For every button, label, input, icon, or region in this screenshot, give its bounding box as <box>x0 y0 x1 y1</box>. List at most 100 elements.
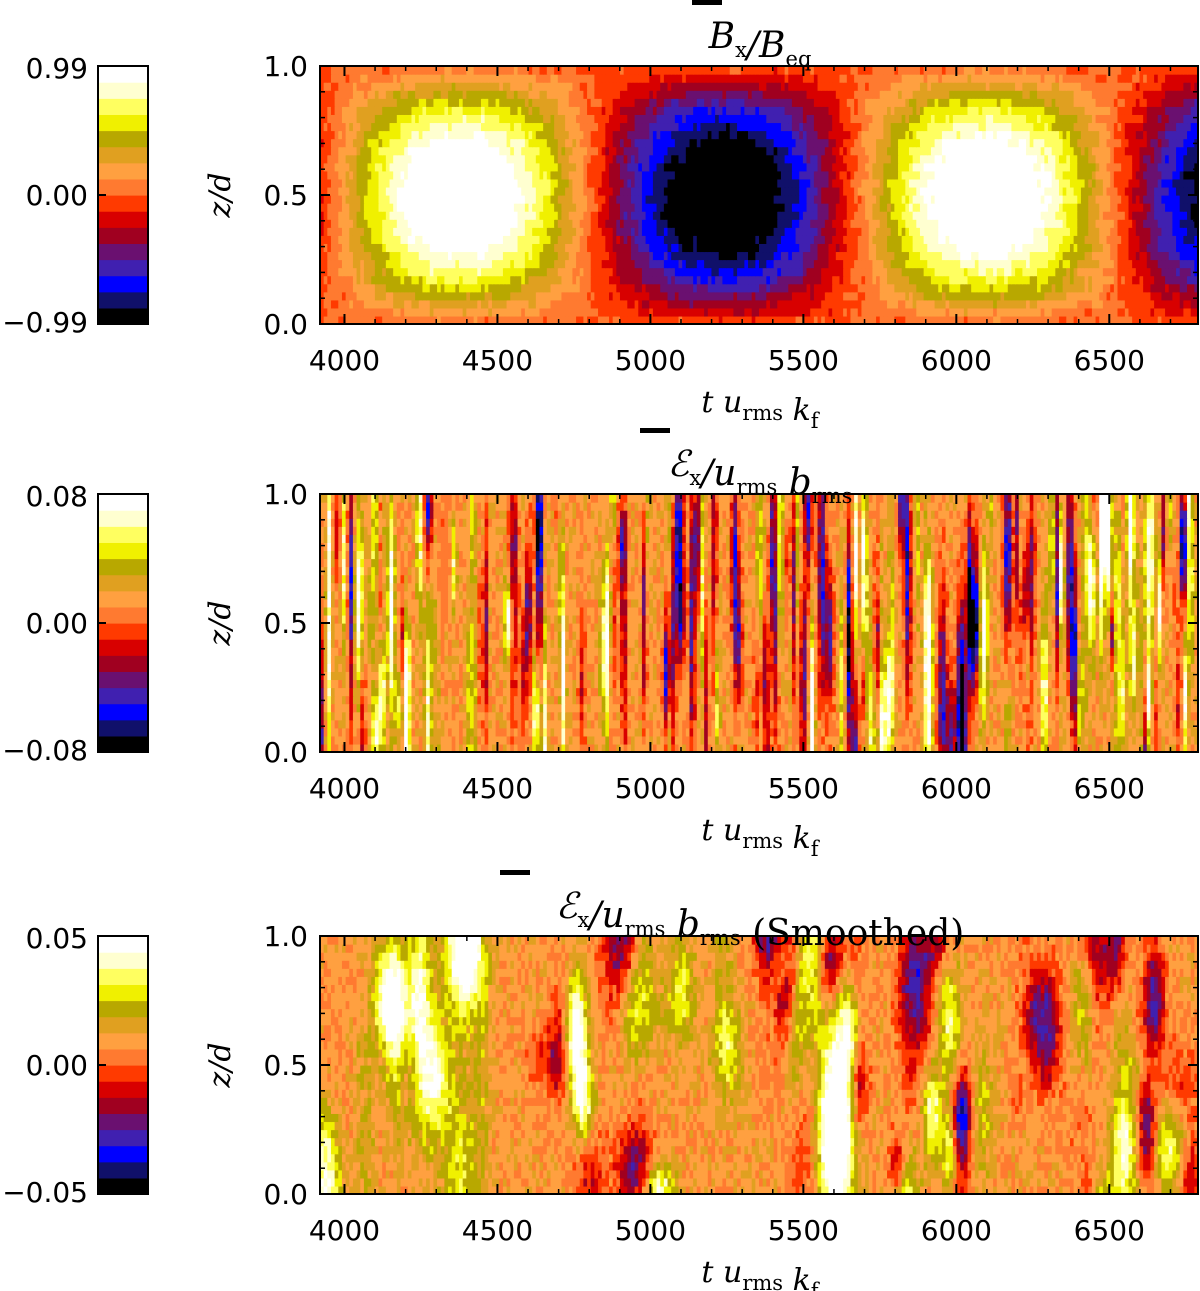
heatmap-cell <box>616 187 620 196</box>
heatmap-cell <box>711 268 715 277</box>
heatmap-cell <box>872 211 876 220</box>
heatmap-cell <box>982 300 986 309</box>
heatmap-cell <box>1044 251 1048 260</box>
heatmap-cell <box>1147 187 1151 196</box>
heatmap-cell <box>1128 300 1132 309</box>
heatmap-cell <box>1128 163 1132 172</box>
heatmap-cell <box>536 284 540 293</box>
heatmap-cell <box>989 292 993 301</box>
heatmap-cell <box>847 171 851 180</box>
heatmap-cell <box>1150 163 1154 172</box>
heatmap-cell <box>744 268 748 277</box>
heatmap-cell <box>422 219 426 228</box>
heatmap-cell <box>1030 179 1034 188</box>
heatmap-cell <box>715 179 719 188</box>
heatmap-cell <box>781 171 785 180</box>
heatmap-cell <box>624 260 628 269</box>
heatmap-cell <box>1099 203 1103 212</box>
heatmap-cell <box>1161 243 1165 252</box>
heatmap-cell <box>913 179 917 188</box>
heatmap-cell <box>770 308 774 317</box>
heatmap-cell <box>796 203 800 212</box>
heatmap-cell <box>364 187 368 196</box>
heatmap-cell <box>558 276 562 285</box>
heatmap-cell <box>353 268 357 277</box>
heatmap-cell <box>993 195 997 204</box>
heatmap-cell <box>400 284 404 293</box>
heatmap-cell <box>781 251 785 260</box>
heatmap-cell <box>455 251 459 260</box>
heatmap-cell <box>1092 284 1096 293</box>
heatmap-cell <box>1004 155 1008 164</box>
heatmap-cell <box>382 155 386 164</box>
heatmap-cell <box>704 227 708 236</box>
heatmap-cell <box>719 235 723 244</box>
heatmap-cell <box>583 211 587 220</box>
heatmap-cell <box>711 211 715 220</box>
heatmap-cell <box>1008 219 1012 228</box>
heatmap-cell <box>503 268 507 277</box>
heatmap-cell <box>561 227 565 236</box>
heatmap-cell <box>737 163 741 172</box>
heatmap-cell <box>605 284 609 293</box>
heatmap-cell <box>686 235 690 244</box>
heatmap-cell <box>1147 276 1151 285</box>
heatmap-cell <box>763 155 767 164</box>
heatmap-cell <box>1015 219 1019 228</box>
heatmap-cell <box>858 163 862 172</box>
heatmap-cell <box>700 163 704 172</box>
heatmap-cell <box>766 284 770 293</box>
heatmap-cell <box>825 243 829 252</box>
heatmap-cell <box>832 268 836 277</box>
heatmap-cell <box>324 308 328 317</box>
heatmap-cell <box>474 243 478 252</box>
heatmap-cell <box>993 251 997 260</box>
heatmap-cell <box>1172 251 1176 260</box>
heatmap-cell <box>715 251 719 260</box>
heatmap-cell <box>814 155 818 164</box>
heatmap-cell <box>1048 243 1052 252</box>
heatmap-cell <box>1066 195 1070 204</box>
heatmap-cell <box>455 276 459 285</box>
heatmap-cell <box>496 155 500 164</box>
heatmap-cell <box>379 243 383 252</box>
heatmap-cell <box>668 211 672 220</box>
heatmap-cell <box>858 171 862 180</box>
heatmap-cell <box>1033 292 1037 301</box>
heatmap-cell <box>1158 284 1162 293</box>
heatmap-cell <box>488 268 492 277</box>
heatmap-cell <box>1030 243 1034 252</box>
heatmap-cell <box>957 163 961 172</box>
heatmap-cell <box>1143 235 1147 244</box>
heatmap-cell <box>455 284 459 293</box>
heatmap-cell <box>1183 171 1187 180</box>
heatmap-cell <box>664 243 668 252</box>
heatmap-cell <box>357 227 361 236</box>
heatmap-cell <box>616 292 620 301</box>
heatmap-cell <box>565 163 569 172</box>
heatmap-cell <box>785 187 789 196</box>
heatmap-cell <box>470 251 474 260</box>
heatmap-cell <box>1033 243 1037 252</box>
heatmap-cell <box>1118 187 1122 196</box>
heatmap-cell <box>631 203 635 212</box>
heatmap-cell <box>1154 251 1158 260</box>
heatmap-cell <box>1139 251 1143 260</box>
heatmap-cell <box>1074 251 1078 260</box>
heatmap-cell <box>708 243 712 252</box>
heatmap-cell <box>411 187 415 196</box>
heatmap-cell <box>792 227 796 236</box>
heatmap-cell <box>737 308 741 317</box>
heatmap-cell <box>616 219 620 228</box>
heatmap-cell <box>1165 243 1169 252</box>
heatmap-cell <box>510 308 514 317</box>
heatmap-cell <box>894 171 898 180</box>
heatmap-cell <box>397 300 401 309</box>
heatmap-cell <box>364 227 368 236</box>
heatmap-cell <box>1172 300 1176 309</box>
heatmap-cell <box>331 235 335 244</box>
heatmap-cell <box>686 163 690 172</box>
heatmap-cell <box>602 251 606 260</box>
heatmap-cell <box>1191 292 1195 301</box>
heatmap-cell <box>1147 284 1151 293</box>
